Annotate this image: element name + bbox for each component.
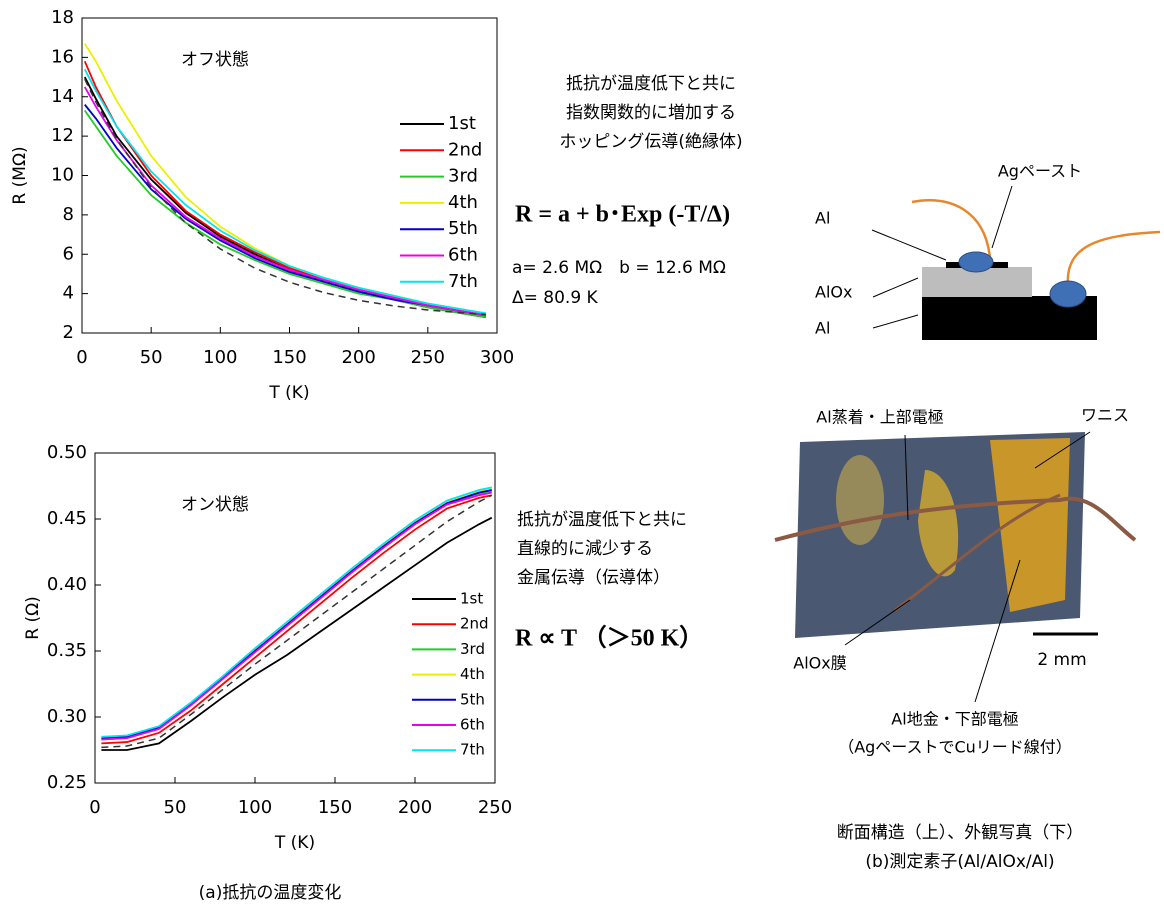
y-tick-label: 4 <box>63 283 74 304</box>
y-tick-label: 0.50 <box>47 442 87 463</box>
on-formula: R ∝ T （＞50 K） <box>515 625 703 652</box>
legend-label: 2nd <box>460 615 489 633</box>
x-tick-label: 200 <box>341 347 375 368</box>
electrode <box>836 455 884 545</box>
y-tick-label: 18 <box>51 7 74 28</box>
arrow <box>873 278 918 297</box>
cross-section: Agペースト Al AlOx Al <box>815 162 1160 341</box>
paste <box>959 252 993 272</box>
y-tick-label: 0.40 <box>47 574 87 595</box>
arrow <box>873 315 918 328</box>
on-description: 金属伝導（伝導体） <box>517 568 670 588</box>
wire <box>1068 232 1160 285</box>
x-tick-label: 250 <box>478 797 512 818</box>
y-tick-label: 14 <box>51 86 74 107</box>
data-line <box>85 44 486 316</box>
off-params: Δ= 80.9 K <box>512 288 599 308</box>
x-tick-label: 0 <box>76 347 87 368</box>
legend-label: 6th <box>448 245 478 266</box>
legend-label: 1st <box>448 113 476 134</box>
legend-label: 2nd <box>448 139 482 160</box>
scale-label: 2 mm <box>1037 650 1086 670</box>
x-tick-label: 300 <box>480 347 514 368</box>
legend-label: 5th <box>448 218 478 239</box>
label: Al蒸着・上部電極 <box>816 408 943 427</box>
on-description: 直線的に減少する <box>517 539 653 559</box>
legend-label: 3rd <box>460 640 485 658</box>
y-tick-label: 10 <box>51 165 74 186</box>
label: Agペースト <box>998 162 1082 181</box>
y-tick-label: 0.25 <box>47 772 87 793</box>
x-tick-label: 200 <box>398 797 432 818</box>
fit-line <box>85 79 486 314</box>
legend-label: 4th <box>460 665 485 683</box>
legend-label: 7th <box>448 271 478 292</box>
caption: 断面構造（上）、外観写真（下） <box>837 823 1084 843</box>
fit-line <box>101 495 491 747</box>
y-tick-label: 12 <box>51 125 74 146</box>
data-line <box>85 111 486 318</box>
x-tick-label: 50 <box>164 797 187 818</box>
page: 抵抗が温度低下と共に 指数関数的に増加する ホッピング伝導(絶縁体) R = a… <box>0 0 1164 912</box>
arrow <box>992 186 1012 248</box>
legend-label: 1st <box>460 590 483 608</box>
x-tick-label: 100 <box>203 347 237 368</box>
legend-label: 6th <box>460 716 485 734</box>
caption: (a)抵抗の温度変化 <box>199 883 342 903</box>
arrow <box>872 230 946 260</box>
y-tick-label: 8 <box>63 204 74 225</box>
legend-label: 5th <box>460 690 485 708</box>
label: （AgペーストでCuリード線付） <box>838 738 1072 757</box>
legend-label: 4th <box>448 192 478 213</box>
data-line <box>85 105 486 316</box>
y-axis-label: R (MΩ) <box>10 146 30 204</box>
x-axis-label: T (K) <box>274 833 315 853</box>
y-tick-label: 0.35 <box>47 640 87 661</box>
on-description: 抵抗が温度低下と共に <box>517 510 687 530</box>
y-tick-label: 0.30 <box>47 706 87 727</box>
x-tick-label: 250 <box>411 347 445 368</box>
y-tick-label: 2 <box>63 322 74 343</box>
y-tick-label: 16 <box>51 46 74 67</box>
x-tick-label: 150 <box>272 347 306 368</box>
off-description: 指数関数的に増加する <box>566 103 736 123</box>
off-params: a= 2.6 MΩ b = 12.6 MΩ <box>512 258 726 278</box>
caption: (b)測定素子(Al/AlOx/Al) <box>865 852 1054 872</box>
y-tick-label: 0.45 <box>47 508 87 529</box>
label: AlOx <box>815 283 852 302</box>
off-description: 抵抗が温度低下と共に <box>566 74 736 94</box>
label: Al地金・下部電極 <box>891 710 1018 729</box>
label: Al <box>815 319 830 338</box>
data-line <box>85 69 486 313</box>
x-axis-label: T (K) <box>268 383 309 403</box>
x-tick-label: 150 <box>318 797 352 818</box>
legend-label: 3rd <box>448 166 478 187</box>
y-axis-label: R (Ω) <box>23 596 43 639</box>
x-tick-label: 100 <box>238 797 272 818</box>
paste <box>1050 281 1086 307</box>
x-tick-label: 50 <box>140 347 163 368</box>
x-tick-label: 0 <box>89 797 100 818</box>
wire <box>912 200 990 258</box>
y-tick-label: 6 <box>63 243 74 264</box>
annotation: オフ状態 <box>181 50 249 70</box>
legend-label: 7th <box>460 741 485 759</box>
off-formula: R = a + b･Exp (-T/Δ) <box>515 202 730 228</box>
label: AlOx膜 <box>793 654 846 673</box>
photo: 2 mm Al蒸着・上部電極 ワニス AlOx膜 Al地金・下部電極 （Agペー… <box>775 406 1135 757</box>
off-description: ホッピング伝導(絶縁体) <box>559 132 742 152</box>
label: ワニス <box>1081 406 1129 425</box>
label: Al <box>815 209 830 228</box>
annotation: オン状態 <box>181 495 249 515</box>
